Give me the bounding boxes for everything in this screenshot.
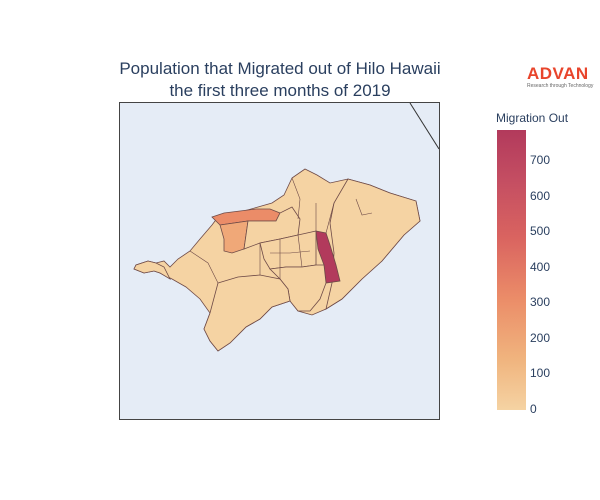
colorbar bbox=[497, 130, 526, 410]
colorbar-tick-100: 100 bbox=[530, 366, 551, 380]
region-downtown-a[interactable] bbox=[243, 206, 301, 250]
advan-logo: ADVAN Research through Technology bbox=[527, 65, 593, 90]
colorbar-tick-600: 600 bbox=[530, 189, 551, 203]
colorbar-title: Migration Out bbox=[496, 111, 569, 125]
title-line-2: the first three months of 2019 bbox=[169, 81, 391, 100]
colorbar-tick-300: 300 bbox=[530, 295, 551, 309]
map-plot-area[interactable] bbox=[119, 102, 440, 420]
region-south-tract[interactable] bbox=[203, 274, 291, 352]
coastline-line bbox=[409, 103, 439, 150]
internal-boundaries bbox=[189, 177, 373, 284]
region-northwest-tail[interactable] bbox=[133, 260, 171, 281]
logo-wordmark: ADVAN bbox=[527, 64, 589, 83]
choropleth-map[interactable] bbox=[120, 103, 439, 419]
colorbar-tick-200: 200 bbox=[530, 331, 551, 345]
map-title: Population that Migrated out of Hilo Haw… bbox=[60, 58, 500, 102]
colorbar-tick-400: 400 bbox=[530, 260, 551, 274]
colorbar-tick-700: 700 bbox=[530, 153, 551, 167]
region-east-tract[interactable] bbox=[315, 230, 341, 284]
title-line-1: Population that Migrated out of Hilo Haw… bbox=[119, 59, 441, 78]
colorbar-tick-500: 500 bbox=[530, 224, 551, 238]
colorbar-tick-0: 0 bbox=[530, 402, 537, 416]
logo-tagline: Research through Technology bbox=[527, 83, 594, 89]
region-east-large[interactable] bbox=[325, 178, 421, 310]
